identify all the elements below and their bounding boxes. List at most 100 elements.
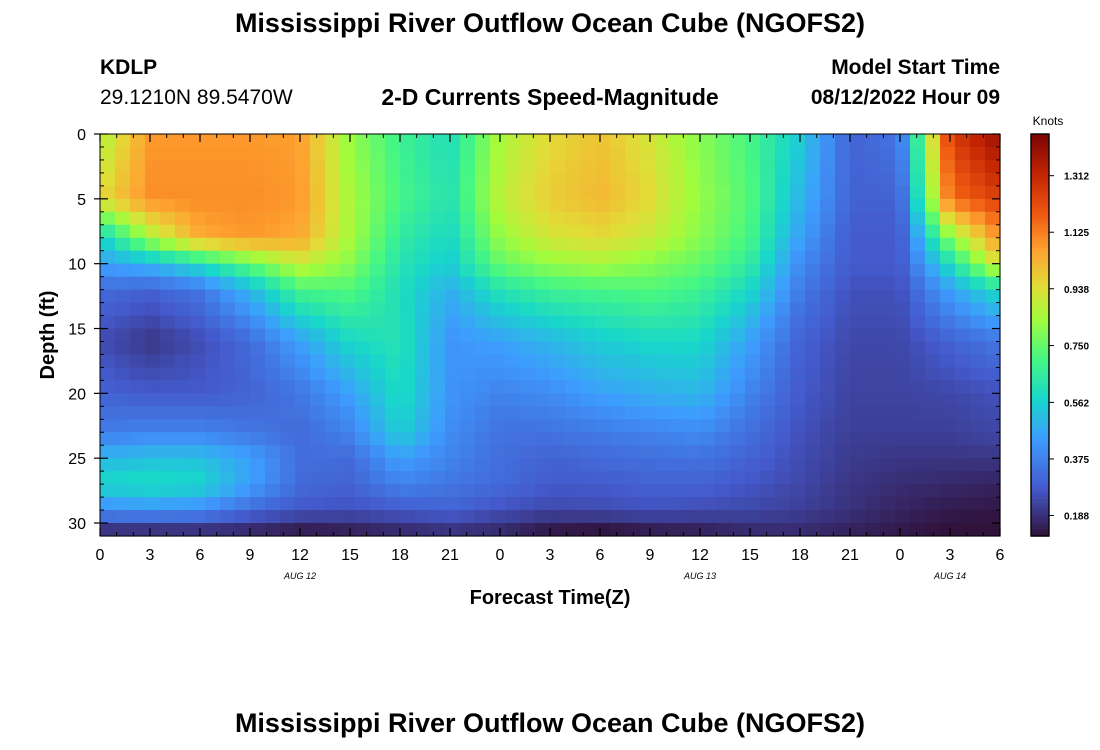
x-tick-label: 0 [496, 547, 505, 564]
heatmap-cell [415, 159, 431, 174]
heatmap-cell [790, 276, 806, 291]
heatmap-cell [340, 289, 356, 304]
heatmap-cell [910, 250, 926, 265]
heatmap-cell [535, 276, 551, 291]
heatmap-cell [610, 263, 626, 278]
heatmap-cell [445, 198, 461, 213]
heatmap-cell [880, 211, 896, 226]
heatmap-cell [730, 510, 746, 524]
heatmap-cell [610, 328, 626, 343]
colorbar-segment [1031, 515, 1049, 520]
heatmap-cell [970, 289, 986, 304]
heatmap-cell [370, 497, 386, 511]
heatmap-cell [400, 380, 416, 394]
heatmap-cell [520, 250, 536, 265]
heatmap-cell [670, 159, 686, 174]
heatmap-cell [280, 523, 296, 537]
heatmap-cell [820, 445, 836, 459]
heatmap-cell [550, 198, 566, 213]
heatmap-cell [985, 302, 1001, 317]
heatmap-cell [445, 237, 461, 252]
heatmap-cell [715, 185, 731, 200]
heatmap-cell [655, 393, 671, 407]
heatmap-cell [985, 276, 1001, 291]
heatmap-cell [745, 445, 761, 459]
heatmap-cell [505, 172, 521, 187]
heatmap-cell [685, 341, 701, 356]
heatmap-cell [460, 354, 476, 369]
heatmap-cell [295, 211, 311, 226]
heatmap-cell [295, 419, 311, 433]
heatmap-cell [760, 159, 776, 174]
heatmap-cell [925, 134, 941, 148]
heatmap-cell [325, 328, 341, 343]
heatmap-cell [880, 484, 896, 498]
heatmap-cell [820, 406, 836, 420]
heatmap-cell [865, 341, 881, 356]
heatmap-cell [895, 497, 911, 511]
x-tick-label: 21 [441, 547, 459, 564]
heatmap-cell [490, 302, 506, 317]
heatmap-cell [115, 445, 131, 459]
heatmap-cell [475, 471, 491, 485]
heatmap-cell [415, 211, 431, 226]
heatmap-cell [385, 484, 401, 498]
heatmap-cell [940, 484, 956, 498]
heatmap-cell [370, 224, 386, 239]
heatmap-cell [685, 445, 701, 459]
heatmap-cell [925, 393, 941, 407]
y-tick-label: 30 [68, 516, 86, 533]
heatmap-cell [790, 146, 806, 161]
heatmap-cell [640, 367, 656, 381]
heatmap-cell [100, 471, 116, 485]
heatmap-cell [775, 445, 791, 459]
heatmap-cell [850, 523, 866, 537]
heatmap-cell [790, 432, 806, 446]
heatmap-cell [235, 211, 251, 226]
heatmap-cell [550, 237, 566, 252]
heatmap-cell [880, 276, 896, 291]
heatmap-cell [340, 458, 356, 472]
heatmap-cell [745, 224, 761, 239]
heatmap-cell [265, 497, 281, 511]
heatmap-cell [475, 445, 491, 459]
heatmap-cell [325, 510, 341, 524]
heatmap-cell [865, 419, 881, 433]
heatmap-cell [340, 315, 356, 330]
heatmap-cell [850, 198, 866, 213]
heatmap-cell [355, 134, 371, 148]
heatmap-cell [595, 250, 611, 265]
heatmap-cell [100, 302, 116, 317]
heatmap-cell [955, 419, 971, 433]
heatmap-cell [160, 419, 176, 433]
heatmap-cell [760, 367, 776, 381]
heatmap-cell [940, 432, 956, 446]
heatmap-cell [340, 263, 356, 278]
chart-title: 2-D Currents Speed-Magnitude [381, 84, 719, 110]
heatmap-cell [820, 471, 836, 485]
heatmap-cell [670, 276, 686, 291]
heatmap-cell [265, 341, 281, 356]
heatmap-cell [880, 406, 896, 420]
heatmap-cell [250, 224, 266, 239]
heatmap-cell [625, 367, 641, 381]
heatmap-cell [490, 198, 506, 213]
heatmap-cell [925, 354, 941, 369]
heatmap-cell [505, 484, 521, 498]
heatmap-cell [475, 315, 491, 330]
heatmap-cell [490, 146, 506, 161]
heatmap-cell [340, 134, 356, 148]
heatmap-cell [820, 172, 836, 187]
heatmap-cell [310, 224, 326, 239]
heatmap-cell [910, 185, 926, 200]
heatmap-cell [250, 484, 266, 498]
heatmap-cell [100, 289, 116, 304]
heatmap-cell [325, 224, 341, 239]
colorbar-segment [1031, 137, 1049, 142]
heatmap-cell [115, 393, 131, 407]
colorbar-segment [1031, 180, 1049, 185]
heatmap-cell [730, 406, 746, 420]
heatmap-cell [535, 315, 551, 330]
heatmap-cell [925, 419, 941, 433]
